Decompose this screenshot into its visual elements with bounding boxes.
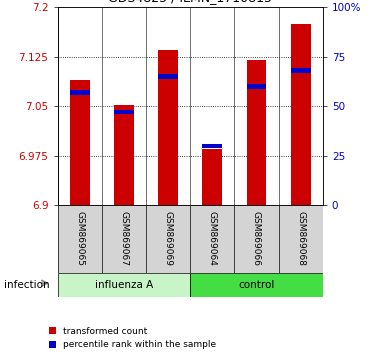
Bar — [246, 84, 266, 88]
Legend: transformed count, percentile rank within the sample: transformed count, percentile rank withi… — [49, 327, 217, 349]
Bar — [291, 68, 311, 73]
Bar — [58, 273, 190, 297]
Bar — [202, 149, 222, 205]
Text: influenza A: influenza A — [95, 280, 153, 290]
Text: GSM869069: GSM869069 — [164, 211, 173, 266]
Bar — [70, 80, 89, 205]
Bar — [158, 74, 178, 79]
Text: infection: infection — [4, 280, 49, 290]
Text: GSM869068: GSM869068 — [296, 211, 305, 266]
Bar — [70, 90, 89, 95]
Bar — [202, 144, 222, 148]
Bar — [246, 60, 266, 205]
Text: GSM869066: GSM869066 — [252, 211, 261, 266]
Text: control: control — [238, 280, 275, 290]
Text: GSM869065: GSM869065 — [75, 211, 84, 266]
Title: GDS4825 / ILMN_1710815: GDS4825 / ILMN_1710815 — [108, 0, 272, 5]
Bar — [158, 50, 178, 205]
Text: GSM869067: GSM869067 — [119, 211, 128, 266]
Bar — [291, 24, 311, 205]
Bar — [114, 110, 134, 114]
Text: GSM869064: GSM869064 — [208, 211, 217, 266]
Bar — [190, 273, 323, 297]
Bar — [114, 105, 134, 205]
